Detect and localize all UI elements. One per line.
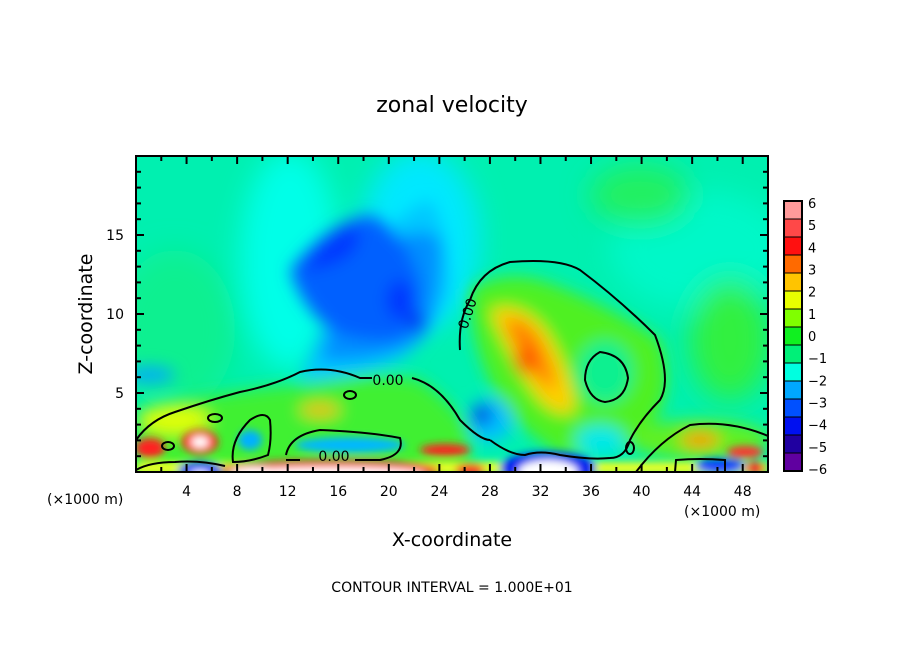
colorbar-swatch <box>784 417 802 436</box>
colorbar-swatch <box>784 273 802 292</box>
x-tick-label: 32 <box>532 484 550 500</box>
x-tick-label: 44 <box>683 484 701 500</box>
y-tick-label: 5 <box>115 386 124 402</box>
contour-line <box>343 390 357 400</box>
colorbar-label: 5 <box>808 219 816 234</box>
colorbar-swatch <box>784 399 802 418</box>
colorbar-label: 0 <box>808 330 816 345</box>
colorbar-label: 2 <box>808 286 816 301</box>
x-tick-label: 4 <box>182 484 191 500</box>
contour-line <box>231 414 272 464</box>
y-tick-label: 15 <box>106 228 124 244</box>
colorbar-swatch <box>784 255 802 274</box>
colorbar-label: 3 <box>808 264 816 279</box>
colorbar-swatch <box>784 237 802 256</box>
colorbar-label: −2 <box>808 374 827 389</box>
colorbar-swatch <box>784 435 802 454</box>
colorbar-swatch <box>784 345 802 364</box>
contour-lines <box>136 260 768 472</box>
contour-line <box>458 260 666 459</box>
colorbar: 6 5 4 3 2 1 0 −1 −2 −3 −4 −5 −6 <box>783 197 827 478</box>
colorbar-swatch <box>784 363 802 382</box>
colorbar-swatch <box>784 453 802 472</box>
colorbar-swatch <box>784 291 802 310</box>
colorbar-label: 6 <box>808 197 816 212</box>
x-tick-label: 12 <box>279 484 297 500</box>
y-axis-label: Z-coordinate <box>75 254 97 375</box>
contour-label: 0.00 <box>318 449 349 465</box>
x-tick-label: 48 <box>734 484 752 500</box>
x-tick-label: 20 <box>380 484 398 500</box>
colorbar-swatch <box>784 327 802 346</box>
y-tick-labels: 5 10 15 <box>106 228 124 402</box>
contour-interval-note: CONTOUR INTERVAL = 1.000E+01 <box>331 580 572 596</box>
x-unit-label-right: (×1000 m) <box>684 504 760 520</box>
colorbar-label: 1 <box>808 308 816 323</box>
chart-title: zonal velocity <box>376 93 528 118</box>
colorbar-label: −6 <box>808 463 827 478</box>
x-tick-label: 36 <box>582 484 600 500</box>
x-tick-labels: 4 8 12 16 20 24 28 32 36 40 44 48 <box>182 484 752 500</box>
colorbar-frame <box>783 200 803 472</box>
colorbar-label: −5 <box>808 441 827 456</box>
contour-line <box>674 458 726 472</box>
y-tick-label: 10 <box>106 307 124 323</box>
x-tick-label: 8 <box>233 484 242 500</box>
colorbar-label: −3 <box>808 397 827 412</box>
x-tick-label: 40 <box>633 484 651 500</box>
x-tick-label: 24 <box>430 484 448 500</box>
plot-field <box>136 156 768 472</box>
contour-line <box>136 460 226 471</box>
axis-ticks <box>136 156 768 472</box>
x-unit-label-left: (×1000 m) <box>47 492 123 508</box>
colorbar-swatch <box>784 381 802 400</box>
contour-line <box>285 428 402 461</box>
contour-line <box>583 350 630 404</box>
x-axis-label: X-coordinate <box>392 529 512 551</box>
x-tick-label: 28 <box>481 484 499 500</box>
colorbar-label: −4 <box>808 419 827 434</box>
contour-line <box>489 439 611 460</box>
colorbar-swatch <box>784 309 802 328</box>
contour-line <box>207 413 223 423</box>
colorbar-label: −1 <box>808 352 827 367</box>
contour-line <box>625 441 635 455</box>
contour-line <box>136 368 491 441</box>
contour-line <box>161 441 175 451</box>
contour-label: 0.00 <box>372 373 403 389</box>
x-tick-label: 16 <box>329 484 347 500</box>
contour-line <box>635 422 768 472</box>
colorbar-swatch <box>784 219 802 238</box>
colorbar-swatch <box>784 201 802 220</box>
colorbar-label: 4 <box>808 241 816 256</box>
